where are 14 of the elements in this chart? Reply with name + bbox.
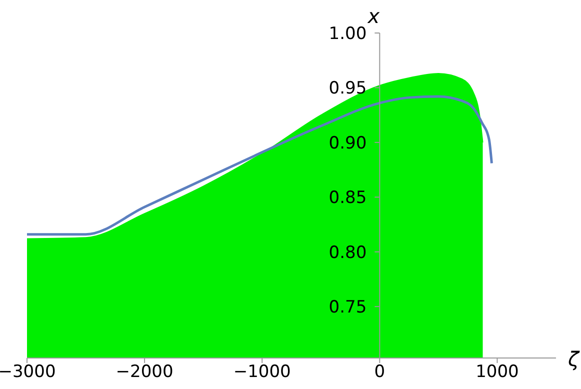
- y-tick-label: 0.95: [328, 78, 367, 99]
- x-tick-label: −2000: [116, 362, 174, 382]
- x-tick-label: 1000: [476, 362, 519, 382]
- line-series: [27, 95, 493, 236]
- y-tick-label: 0.85: [328, 188, 367, 208]
- y-tick-label: 0.80: [328, 242, 367, 263]
- x-tick-label: 0: [374, 362, 386, 382]
- x-tick-label: −3000: [0, 362, 56, 382]
- y-tick-label: 1.00: [328, 24, 367, 44]
- y-tick-label: 0.90: [328, 133, 367, 154]
- y-tick-label: 0.75: [328, 298, 367, 318]
- y-axis-title: x: [366, 4, 380, 28]
- x-tick-label: −1000: [233, 362, 291, 382]
- x-axis-title: ζ: [567, 347, 580, 371]
